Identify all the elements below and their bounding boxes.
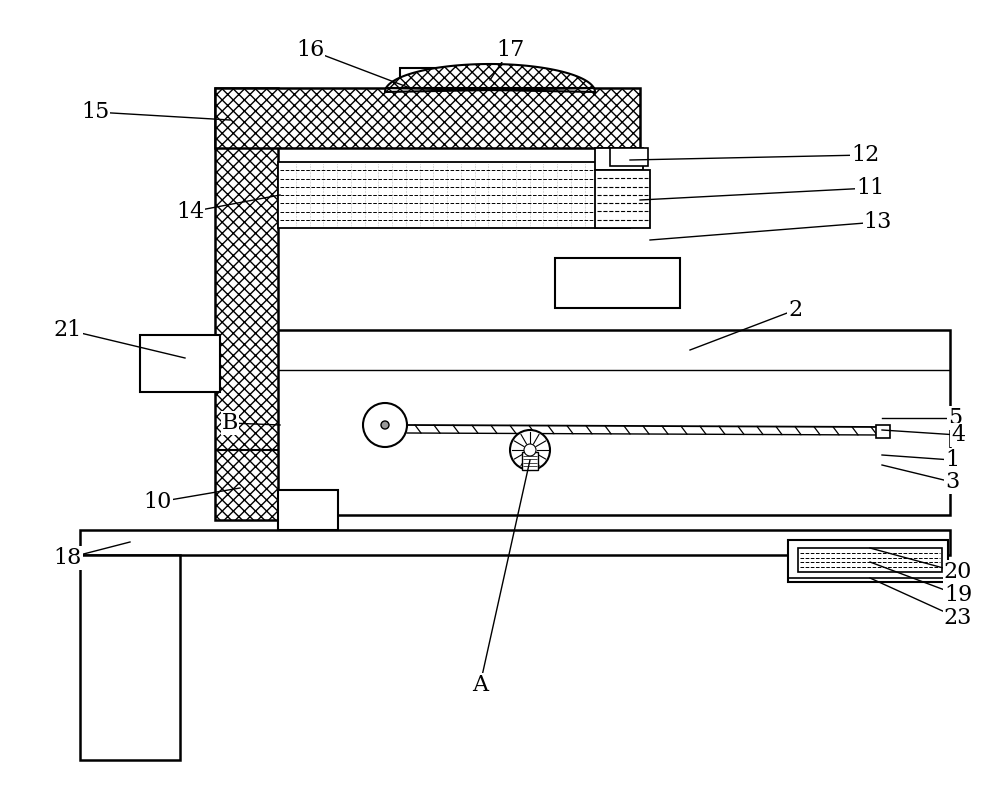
Bar	[798, 548, 942, 572]
Bar	[522, 452, 538, 470]
Text: 2: 2	[788, 299, 802, 321]
Bar	[876, 425, 890, 438]
Text: 19: 19	[944, 584, 972, 606]
Bar	[595, 148, 643, 170]
Bar	[278, 162, 630, 228]
Bar	[610, 148, 648, 166]
Text: 13: 13	[864, 211, 892, 233]
Text: 4: 4	[951, 424, 965, 446]
Text: 16: 16	[296, 39, 324, 61]
Text: 3: 3	[945, 471, 959, 493]
Text: 15: 15	[81, 101, 109, 123]
Bar	[265, 330, 950, 515]
Text: 12: 12	[851, 144, 879, 166]
Bar	[595, 170, 650, 228]
Circle shape	[363, 403, 407, 447]
Text: B: B	[222, 412, 238, 434]
Text: 23: 23	[944, 607, 972, 629]
Bar	[788, 540, 948, 582]
Bar	[80, 555, 180, 760]
Circle shape	[524, 444, 536, 456]
Text: 5: 5	[948, 407, 962, 429]
Text: 10: 10	[144, 491, 172, 513]
Text: 20: 20	[944, 561, 972, 583]
Bar	[555, 258, 680, 308]
Bar	[80, 530, 950, 555]
Text: 14: 14	[176, 201, 204, 223]
Text: 11: 11	[856, 177, 884, 199]
Bar	[215, 88, 278, 520]
Bar	[215, 88, 640, 148]
Text: 17: 17	[496, 39, 524, 61]
Text: 1: 1	[945, 449, 959, 471]
Bar	[278, 490, 338, 530]
Text: A: A	[472, 674, 488, 696]
Polygon shape	[385, 64, 595, 92]
Circle shape	[381, 421, 389, 429]
Text: 21: 21	[54, 319, 82, 341]
Bar	[140, 335, 220, 392]
Circle shape	[510, 430, 550, 470]
Text: 18: 18	[54, 547, 82, 569]
Bar	[400, 68, 500, 90]
